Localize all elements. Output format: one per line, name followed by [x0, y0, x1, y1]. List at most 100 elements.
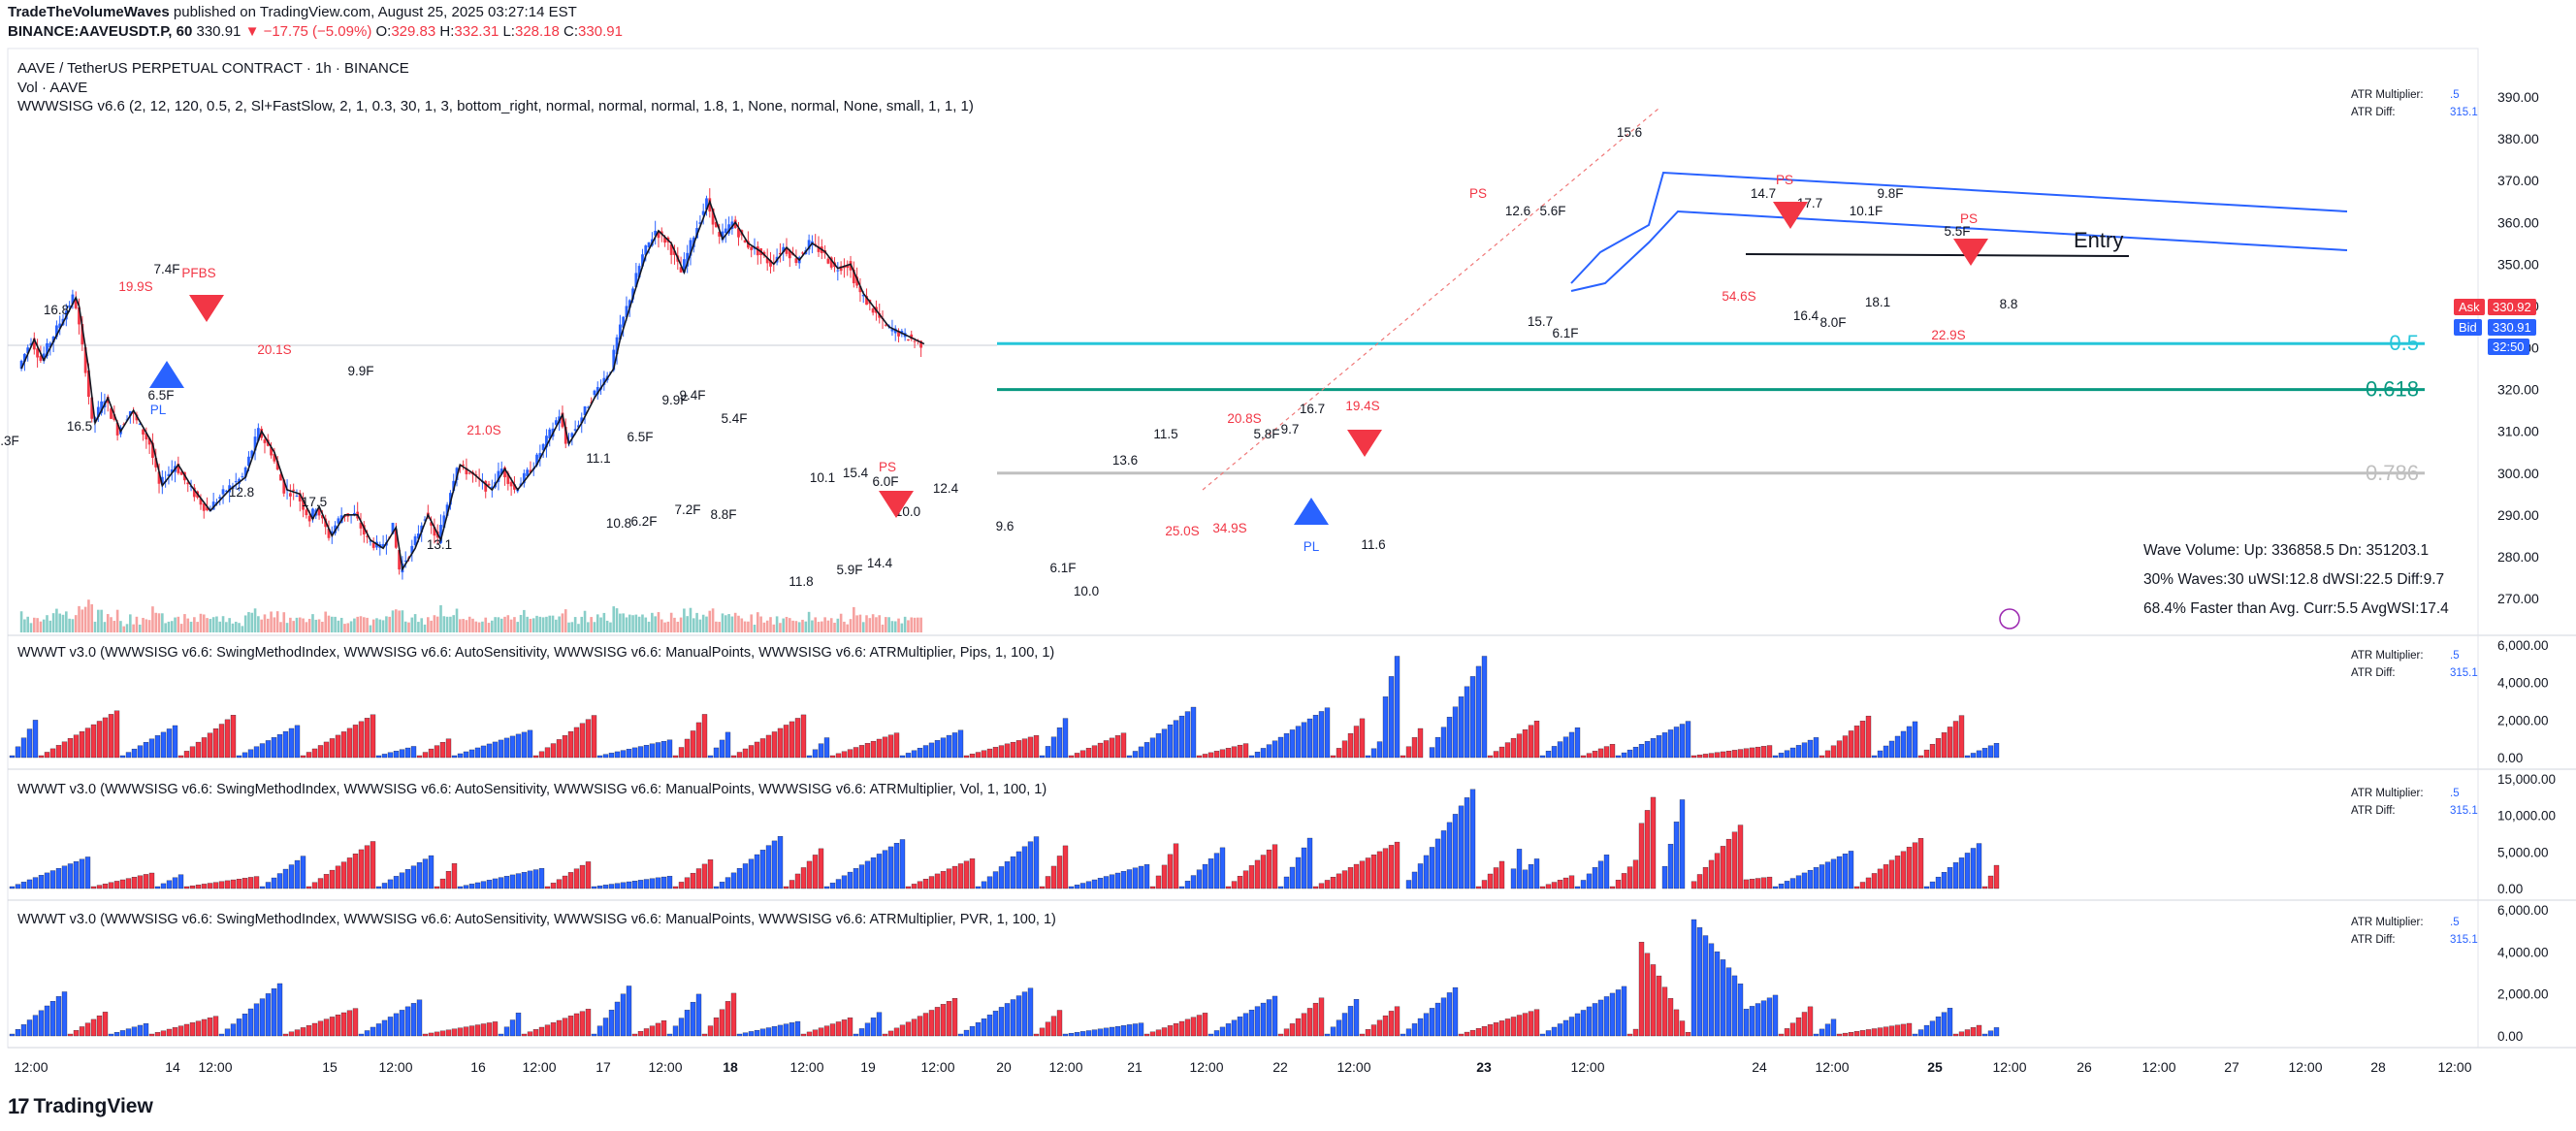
histogram-bar: [131, 748, 138, 759]
histogram-bar: [847, 749, 853, 759]
histogram-bar: [614, 883, 621, 889]
candle-body: [295, 496, 299, 498]
histogram-bar: [713, 747, 720, 759]
histogram-bar: [1883, 864, 1889, 889]
histogram-bar: [1295, 1018, 1302, 1037]
histogram-bar: [899, 1024, 906, 1037]
histogram-bar: [1498, 746, 1505, 759]
histogram-bar: [1277, 1033, 1284, 1037]
histogram-bar: [1714, 951, 1721, 1037]
candle-body: [788, 250, 791, 259]
histogram-bar: [1795, 875, 1802, 889]
histogram-bar: [387, 1017, 394, 1037]
author-name[interactable]: TradeTheVolumeWaves: [8, 4, 170, 20]
high-label: H:: [439, 23, 455, 40]
histogram-bar: [247, 749, 254, 759]
pane-legend-pips[interactable]: WWWT v3.0 (WWWSISG v6.6: SwingMethodInde…: [17, 645, 1055, 661]
volume-legend[interactable]: Vol · AAVE: [17, 80, 88, 96]
candle-body: [26, 347, 30, 354]
candle-body: [51, 336, 55, 343]
histogram-bar: [1574, 1013, 1581, 1037]
volume-bar: [266, 618, 270, 632]
histogram-bar: [247, 1008, 254, 1037]
volume-bar: [193, 617, 196, 632]
histogram-bar: [864, 860, 871, 889]
volume-bar: [756, 612, 759, 632]
histogram-bar: [498, 739, 504, 759]
histogram-bar: [201, 884, 208, 889]
candle-body: [509, 481, 513, 487]
histogram-bar: [678, 747, 685, 759]
histogram-bar: [1097, 1028, 1104, 1037]
histogram-bar: [1068, 1032, 1075, 1037]
pane-legend-pvr[interactable]: WWWT v3.0 (WWWSISG v6.6: SwingMethodInde…: [17, 912, 1056, 927]
projection-dashed-line: [1202, 108, 1659, 491]
time-tick-label: 12:00: [1189, 1059, 1223, 1075]
candle-body: [48, 342, 52, 348]
histogram-bar: [777, 836, 784, 889]
wave-percent-text: 30% Waves:30 uWSI:12.8 dWSI:22.5 Diff:9.…: [2143, 571, 2445, 588]
histogram-bar: [212, 728, 219, 759]
histogram-bar: [154, 1032, 161, 1037]
histogram-bar: [1528, 725, 1534, 759]
indicator-legend[interactable]: WWWSISG v6.6 (2, 12, 120, 0.5, 2, Sl+Fas…: [17, 98, 974, 114]
histogram-bar: [917, 881, 923, 889]
histogram-bar: [1644, 953, 1651, 1037]
candle-body: [234, 481, 238, 483]
histogram-bar: [684, 1010, 691, 1037]
histogram-bar: [1213, 1030, 1220, 1037]
histogram-bar: [789, 721, 795, 759]
histogram-bar: [1795, 745, 1802, 759]
histogram-bar: [1440, 727, 1447, 759]
histogram-bar: [1667, 844, 1674, 889]
histogram-bar: [370, 714, 376, 759]
histogram-bar: [596, 755, 603, 759]
histogram-bar: [550, 883, 557, 889]
candle-body: [708, 198, 712, 212]
swing-annotation: 6.1F: [1049, 561, 1076, 575]
volume-bar: [80, 609, 84, 632]
histogram-bar: [1062, 845, 1069, 889]
volume-bar: [523, 609, 526, 632]
histogram-bar: [713, 1018, 720, 1037]
candle-body: [337, 518, 340, 524]
swing-annotation: 17.5: [302, 495, 327, 509]
histogram-bar: [620, 882, 627, 889]
candle-body: [250, 450, 254, 459]
histogram-bar: [1126, 1024, 1133, 1037]
volume-bar: [206, 618, 209, 632]
volume-bar: [907, 620, 910, 632]
histogram-bar: [404, 869, 411, 889]
histogram-bar: [212, 1016, 219, 1037]
candle-body: [55, 325, 58, 338]
histogram-bar: [841, 1019, 848, 1037]
time-tick-label: 19: [860, 1059, 876, 1075]
histogram-bar: [67, 863, 74, 889]
histogram-bar: [1947, 1008, 1953, 1037]
candle-body: [157, 471, 161, 484]
swing-annotation: 10.1: [810, 470, 835, 485]
volume-bar: [307, 619, 311, 632]
histogram-bar: [1039, 886, 1046, 889]
volume-bar: [625, 617, 628, 632]
pane-legend-vol[interactable]: WWWT v3.0 (WWWSISG v6.6: SwingMethodInde…: [17, 782, 1047, 797]
histogram-bar: [1894, 1024, 1901, 1037]
histogram-bar: [626, 881, 632, 889]
histogram-bar: [724, 877, 731, 889]
histogram-bar: [1359, 718, 1366, 759]
pane-tick-label: 5,000.00: [2497, 845, 2549, 859]
volume-bar: [743, 621, 747, 632]
candle-body: [871, 308, 875, 313]
histogram-bar: [1225, 748, 1232, 759]
histogram-bar: [1667, 729, 1674, 759]
swing-annotation: 16.7: [1300, 402, 1325, 416]
histogram-bar: [1894, 735, 1901, 759]
histogram-bar: [1097, 742, 1104, 759]
histogram-bar: [1219, 847, 1226, 889]
histogram-bar: [1429, 847, 1435, 889]
histogram-bar: [26, 728, 33, 759]
histogram-bar: [486, 1022, 493, 1037]
tradingview-logo[interactable]: 17 TradingView: [8, 1094, 153, 1119]
histogram-bar: [1562, 1019, 1569, 1037]
